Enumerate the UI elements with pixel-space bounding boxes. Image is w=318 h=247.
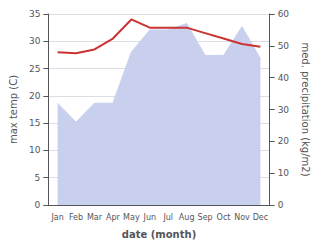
svg-text:Jul: Jul [162, 213, 173, 222]
svg-text:0: 0 [35, 200, 41, 210]
svg-text:date (month): date (month) [122, 229, 196, 240]
svg-text:10: 10 [29, 145, 41, 155]
svg-text:50: 50 [278, 41, 290, 51]
svg-text:max temp (C): max temp (C) [8, 75, 19, 144]
svg-text:30: 30 [278, 105, 290, 115]
svg-text:Feb: Feb [69, 213, 83, 222]
svg-text:Jan: Jan [50, 213, 63, 222]
svg-text:5: 5 [35, 173, 41, 183]
svg-text:May: May [123, 213, 140, 222]
svg-text:Apr: Apr [106, 213, 121, 222]
svg-text:Jun: Jun [143, 213, 157, 222]
svg-text:Nov: Nov [234, 213, 250, 222]
svg-text:20: 20 [29, 91, 41, 101]
svg-text:30: 30 [29, 36, 41, 46]
svg-text:15: 15 [29, 118, 40, 128]
svg-text:Sep: Sep [198, 213, 213, 222]
svg-text:40: 40 [278, 73, 290, 83]
svg-text:25: 25 [29, 64, 40, 74]
svg-text:med. precipitation (kg/m2): med. precipitation (kg/m2) [300, 42, 311, 176]
svg-text:10: 10 [278, 168, 290, 178]
svg-text:Oct: Oct [217, 213, 231, 222]
svg-text:Dec: Dec [253, 213, 268, 222]
svg-text:35: 35 [29, 9, 40, 19]
svg-text:60: 60 [278, 9, 290, 19]
svg-text:Mar: Mar [87, 213, 103, 222]
svg-text:0: 0 [278, 200, 284, 210]
svg-text:20: 20 [278, 136, 290, 146]
svg-text:Aug: Aug [179, 213, 195, 222]
